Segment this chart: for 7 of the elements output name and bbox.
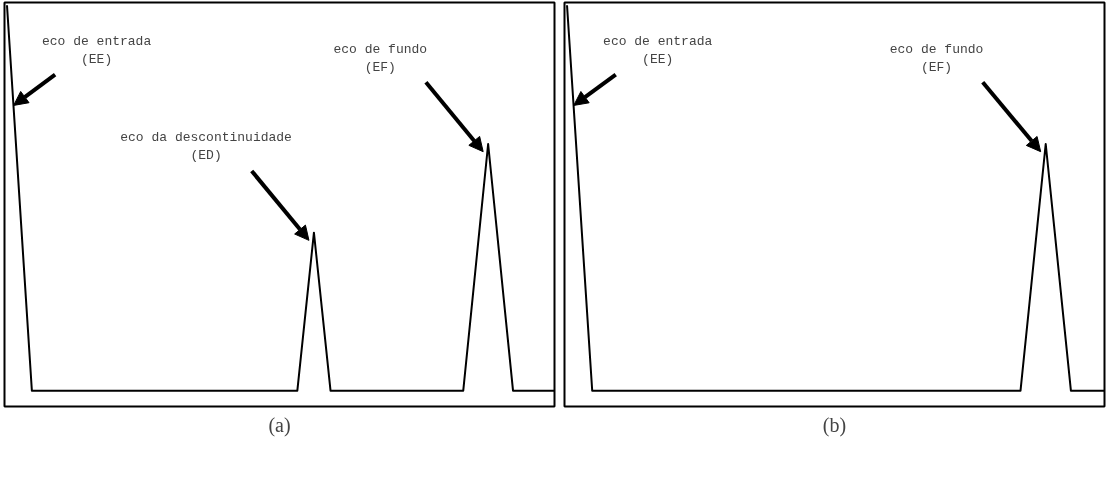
text: (a) (268, 413, 291, 437)
annotation: eco da descontinuidade (ED) (120, 130, 292, 164)
annotation: eco de fundo (EF) (889, 41, 984, 75)
annotation: eco de entrada (EE) (41, 33, 152, 67)
annotation: eco de fundo (EF) (333, 41, 428, 75)
annotation: eco de entrada (EE) (603, 33, 713, 67)
text: (b) (822, 413, 847, 437)
